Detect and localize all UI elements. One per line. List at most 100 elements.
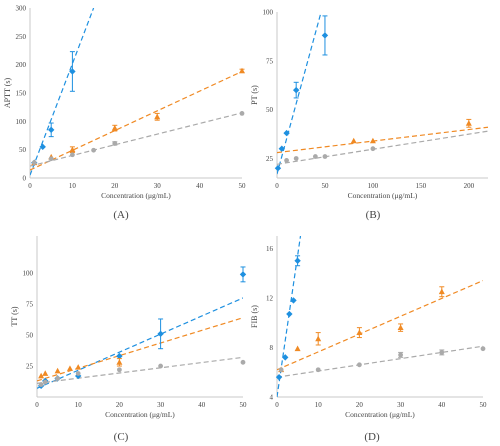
data-point-blue: [321, 32, 329, 39]
y-axis-title: APTT (s): [3, 78, 12, 109]
data-point-gray: [91, 147, 96, 153]
x-axis-title: Concentration (μg/mL): [105, 410, 175, 419]
data-point-orange: [356, 329, 363, 335]
data-point-gray: [370, 146, 376, 152]
panel-label-a: (A): [113, 209, 129, 221]
y-tick-label: 150: [16, 90, 27, 98]
y-tick-label: 250: [16, 33, 27, 41]
data-point-gray: [357, 362, 362, 368]
trend-line-gray: [277, 345, 483, 378]
trend-line-gray: [277, 130, 488, 165]
panel-c: (C) 0 10 20 30 40 50 25 50 75 100 Concentration (μ…: [10, 236, 247, 443]
x-tick-label: 100: [368, 182, 379, 190]
x-tick-label: 40: [196, 182, 204, 190]
data-point-orange: [315, 335, 322, 342]
y-tick-label: 75: [26, 301, 34, 309]
y-tick-label: 8: [270, 344, 274, 352]
trend-line-orange: [277, 126, 488, 154]
x-tick-label: 30: [397, 401, 405, 409]
data-point-orange: [42, 370, 49, 376]
data-point-gray: [284, 158, 289, 163]
y-tick-label: 50: [266, 106, 274, 114]
data-point-gray: [398, 352, 403, 358]
panel-label-b: (B): [366, 209, 381, 221]
data-point-blue: [275, 373, 283, 381]
data-point-blue: [286, 310, 293, 318]
data-point-blue: [294, 257, 301, 264]
x-tick-label: 20: [111, 182, 119, 190]
data-point-gray: [42, 379, 48, 385]
y-tick-label: 75: [266, 57, 274, 65]
trend-line-gray: [37, 356, 243, 384]
data-point-orange: [369, 137, 376, 144]
trend-lines: [277, 12, 488, 175]
y-tick-label: 50: [26, 332, 34, 340]
data-point-gray: [293, 156, 299, 161]
trend-line-orange: [30, 70, 242, 171]
data-point-blue: [69, 68, 76, 75]
data-point-blue: [292, 86, 300, 94]
data-point-orange: [38, 372, 45, 379]
data-point-gray: [70, 152, 75, 158]
trend-lines: [277, 236, 483, 397]
x-tick-label: 40: [438, 401, 446, 409]
data-point-blue: [290, 297, 297, 304]
data-point-blue: [282, 354, 289, 361]
data-point-orange: [239, 67, 245, 74]
trend-line-orange: [277, 280, 483, 371]
data-point-orange: [75, 364, 82, 370]
y-axis-title: PT (s): [250, 85, 259, 105]
x-tick-label: 20: [356, 401, 364, 409]
x-tick-label: 50: [480, 401, 488, 409]
panel-label-d: (D): [364, 431, 380, 443]
data-point-gray: [158, 363, 164, 369]
data-point-blue: [274, 165, 282, 172]
x-tick-label: 10: [69, 182, 77, 190]
data-point-blue: [48, 126, 55, 134]
data-point-blue: [157, 330, 164, 338]
x-tick-label: 0: [275, 182, 279, 190]
data-point-blue: [239, 271, 247, 278]
data-point-blue: [39, 143, 46, 151]
data-point-gray: [240, 359, 246, 365]
data-point-orange: [69, 146, 76, 153]
data-point-gray: [117, 367, 122, 373]
data-point-gray: [239, 111, 245, 116]
data-point-orange: [397, 324, 404, 331]
data-point-gray: [75, 371, 81, 376]
panel-d: (D) 0 10 20 30 40 50 4 8 12 16 Concentration (μg/m…: [250, 236, 487, 443]
data-point-gray: [278, 367, 284, 373]
data-point-blue: [283, 129, 290, 137]
data-point-gray: [55, 376, 60, 381]
trend-lines: [37, 297, 243, 389]
data-point-gray: [480, 346, 486, 352]
y-tick-label: 12: [266, 294, 274, 302]
x-tick-label: 30: [157, 401, 165, 409]
data-point-gray: [315, 367, 321, 373]
trend-line-blue: [37, 297, 243, 389]
y-tick-label: 100: [16, 118, 27, 126]
x-axis-title: Concentration (μg/mL): [345, 410, 415, 419]
y-tick-label: 25: [266, 155, 274, 163]
x-axis-title: Concentration (μg/mL): [101, 191, 171, 200]
trend-line-orange: [37, 317, 243, 382]
y-tick-label: 100: [23, 270, 34, 278]
x-tick-label: 0: [28, 182, 32, 190]
y-tick-label: 100: [263, 9, 274, 17]
data-point-orange: [294, 345, 301, 352]
y-axis-title: FIB (s): [250, 305, 259, 328]
y-tick-label: 0: [23, 175, 27, 183]
y-axis-title: TT (s): [10, 306, 19, 326]
data-point-orange: [465, 120, 472, 126]
y-tick-label: 50: [19, 146, 27, 154]
data-point-gray: [31, 160, 37, 166]
data-point-orange: [116, 359, 123, 365]
data-point-gray: [112, 141, 118, 146]
y-tick-label: 4: [270, 394, 274, 402]
trend-line-blue: [30, 8, 95, 176]
x-tick-label: 10: [75, 401, 83, 409]
data-point-orange: [438, 288, 445, 295]
panel-label-c: (C): [114, 431, 129, 443]
